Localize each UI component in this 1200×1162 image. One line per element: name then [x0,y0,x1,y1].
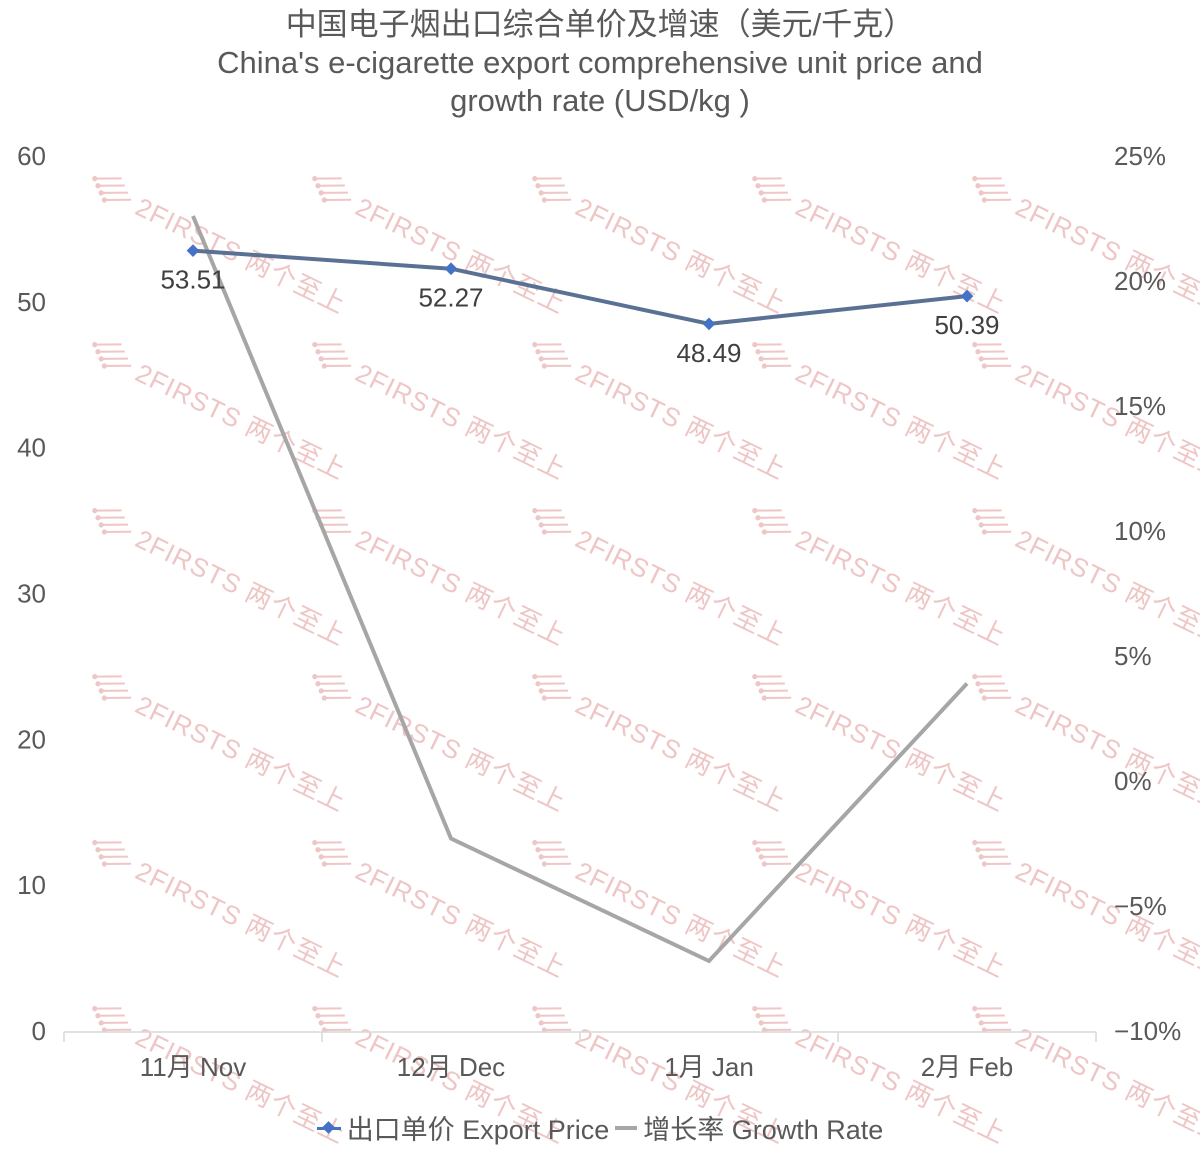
line-icon [615,1125,638,1130]
legend-label-growth-rate: 增长率 Growth Rate [643,1115,884,1145]
svg-text:2FIRSTS 两个至上: 2FIRSTS 两个至上 [791,524,1011,652]
export-price-line [192,248,968,326]
legend: 出口单价 Export Price 增长率 Growth Rate [0,1108,1200,1147]
axes [63,1031,1097,1042]
left-axis-tick-label: 30 [17,579,46,609]
svg-text:2FIRSTS 两个至上: 2FIRSTS 两个至上 [1011,856,1200,984]
right-axis-tick-label: −10% [1114,1016,1181,1046]
left-y-axis-ticks: 0 10 20 30 40 50 60 [17,141,46,1046]
svg-text:2FIRSTS 两个至上: 2FIRSTS 两个至上 [1011,358,1200,486]
right-y-axis-ticks: −10% −5% 0% 5% 10% 15% 20% 25% [1114,141,1181,1046]
svg-text:2FIRSTS 两个至上: 2FIRSTS 两个至上 [131,358,351,486]
svg-text:2FIRSTS 两个至上: 2FIRSTS 两个至上 [791,856,1011,984]
x-axis-category-label: 1月 Jan [664,1052,754,1082]
left-axis-tick-label: 60 [17,141,46,171]
right-axis-tick-label: −5% [1114,891,1167,921]
svg-text:2FIRSTS 两个至上: 2FIRSTS 两个至上 [791,192,1011,320]
svg-text:2FIRSTS 两个至上: 2FIRSTS 两个至上 [1011,524,1200,652]
left-axis-tick-label: 50 [17,287,46,317]
x-axis-category-label: 2月 Feb [921,1052,1014,1082]
watermark-layer: 2FIRSTS 两个至上 2FIRSTS 两个至上 2FIRSTS 两个至上 2FIR… [92,176,1200,1149]
left-axis-tick-label: 0 [32,1016,46,1046]
right-axis-tick-label: 0% [1114,766,1152,796]
right-axis-tick-label: 5% [1114,641,1152,671]
growth-rate-series [191,215,969,964]
chart-title-english-line1: China's e-cigarette export comprehensive… [217,45,983,80]
line-diamond-marker-icon [316,1120,341,1135]
export-price-data-label: 53.51 [160,265,225,295]
export-price-marker[interactable] [444,262,458,276]
svg-text:2FIRSTS 两个至上: 2FIRSTS 两个至上 [571,524,791,652]
right-axis-tick-label: 10% [1114,516,1166,546]
svg-text:2FIRSTS 两个至上: 2FIRSTS 两个至上 [791,358,1011,486]
export-price-data-label: 48.49 [676,338,741,368]
watermark-logo: 2FIRSTS 两个至上 [92,840,351,984]
x-axis-category-labels: 11月 Nov 12月 Dec 1月 Jan 2月 Feb [140,1052,1013,1082]
export-price-marker[interactable] [702,317,716,331]
right-axis-tick-label: 20% [1114,266,1166,296]
export-price-data-label: 52.27 [418,283,483,313]
growth-rate-line [191,215,969,964]
svg-text:2FIRSTS 两个至上: 2FIRSTS 两个至上 [131,856,351,984]
svg-text:2FIRSTS 两个至上: 2FIRSTS 两个至上 [351,690,571,818]
watermark-logo: 2FIRSTS 两个至上 [92,674,351,818]
chart-title-chinese: 中国电子烟出口综合单价及增速（美元/千克） [285,7,915,42]
data-labels: 53.51 52.27 48.49 50.39 [160,265,999,368]
export-price-data-label: 50.39 [934,310,999,340]
x-axis-category-label: 11月 Nov [140,1052,246,1082]
right-axis-tick-label: 25% [1114,141,1166,171]
legend-item-export-price[interactable]: 出口单价 Export Price [316,1108,610,1147]
svg-text:2FIRSTS 两个至上: 2FIRSTS 两个至上 [1011,690,1200,818]
svg-text:2FIRSTS 两个至上: 2FIRSTS 两个至上 [571,358,791,486]
x-axis-category-label: 12月 Dec [397,1052,505,1082]
chart-title: 中国电子烟出口综合单价及增速（美元/千克） China's e-cigarett… [0,6,1200,120]
chart-title-english-line2: growth rate (USD/kg ) [450,83,750,118]
svg-text:2FIRSTS 两个至上: 2FIRSTS 两个至上 [571,690,791,818]
left-axis-tick-label: 20 [17,724,46,754]
svg-text:2FIRSTS 两个至上: 2FIRSTS 两个至上 [571,856,791,984]
legend-item-growth-rate[interactable]: 增长率 Growth Rate [609,1108,883,1147]
svg-text:2FIRSTS 两个至上: 2FIRSTS 两个至上 [1011,192,1200,320]
watermark-logo: 2FIRSTS 两个至上 [92,342,351,486]
svg-text:2FIRSTS 两个至上: 2FIRSTS 两个至上 [351,358,571,486]
export-price-marker[interactable] [186,244,200,258]
watermark-logo: 2FIRSTS 两个至上 [92,508,351,652]
svg-text:2FIRSTS 两个至上: 2FIRSTS 两个至上 [131,524,351,652]
svg-text:2FIRSTS 两个至上: 2FIRSTS 两个至上 [131,690,351,818]
left-axis-tick-label: 40 [17,433,46,463]
watermark-logo: 2FIRSTS 两个至上 [92,176,351,319]
svg-text:2FIRSTS 两个至上: 2FIRSTS 两个至上 [351,524,571,652]
legend-label-export-price: 出口单价 Export Price [346,1115,610,1145]
right-axis-tick-label: 15% [1114,391,1166,421]
left-axis-tick-label: 10 [17,870,46,900]
svg-text:2FIRSTS 两个至上: 2FIRSTS 两个至上 [351,856,571,984]
